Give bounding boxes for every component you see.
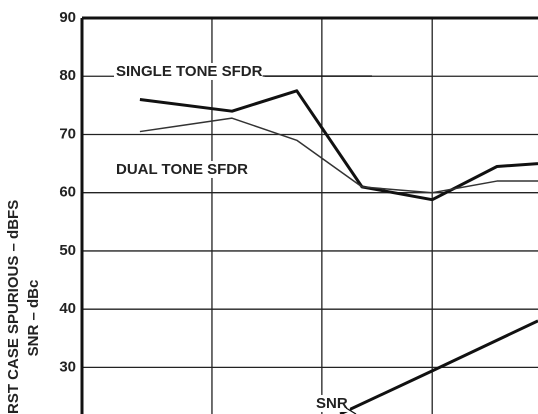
y-tick-label: 50 [59,242,76,259]
y-tick-label: 90 [59,9,76,26]
y-axis-label: SNR – dBc [25,280,42,357]
series-line [139,117,538,194]
annotation-bg [114,62,265,80]
leader-line [345,407,357,414]
annotation-bg [114,160,251,178]
annotation: SNR [316,395,348,412]
y-axis-label: RST CASE SPURIOUS – dBFS [5,200,22,414]
lines [139,89,538,414]
y-tick-label: 60 [59,184,76,201]
y-tick-label: 80 [59,67,76,84]
labels: 30 40 50 60 70 80 90 SINGLE TONE SFDR DUAL TONE … [5,9,372,414]
series-line [339,319,538,414]
series-line [139,89,538,202]
annotation: SINGLE TONE SFDR [116,63,263,80]
y-tick-label: 40 [59,300,76,317]
annotation: DUAL TONE SFDR [116,161,248,178]
y-tick-label: 30 [59,358,76,375]
annotation-bg [314,394,350,412]
y-tick-label: 70 [59,125,76,142]
